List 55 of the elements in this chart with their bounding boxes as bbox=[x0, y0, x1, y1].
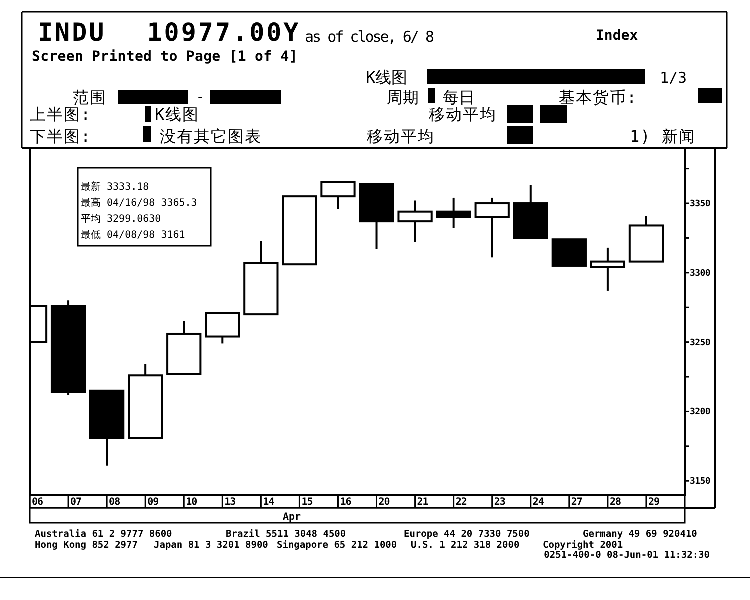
text: 周期 bbox=[387, 88, 419, 107]
text: Hong Kong 852 2977 bbox=[35, 540, 138, 551]
y-tick-label: 3200 bbox=[690, 408, 710, 418]
x-tick-label: 06 bbox=[32, 497, 44, 508]
text: Japan 81 3 3201 8900 bbox=[154, 540, 269, 551]
x-tick-label: 27 bbox=[571, 497, 583, 508]
x-tick-label: 16 bbox=[340, 497, 352, 508]
text: U.S. 1 212 318 2000 bbox=[411, 540, 520, 551]
text: - bbox=[196, 88, 206, 106]
chart-subtitle: as of close, 6/ 8 bbox=[305, 28, 434, 46]
text: 每日 bbox=[443, 88, 475, 107]
text: Singapore 65 212 1000 bbox=[277, 540, 398, 551]
text: Germany 49 69 920410 bbox=[583, 529, 698, 540]
annotation: 最高 04/16/98 3365.3 bbox=[81, 197, 198, 209]
text: 范围 bbox=[73, 88, 107, 107]
annotation: 最低 04/08/98 3161 bbox=[81, 230, 186, 241]
text: 移动平均 bbox=[429, 105, 497, 124]
y-tick-label: 3300 bbox=[690, 268, 710, 279]
x-tick-label: 29 bbox=[648, 497, 660, 508]
y-tick-label: 3350 bbox=[690, 200, 710, 210]
x-tick-label: 21 bbox=[417, 497, 429, 508]
annotation: 最新 3333.18 bbox=[81, 181, 150, 193]
x-tick-label: 20 bbox=[378, 497, 390, 508]
x-tick-label: 13 bbox=[224, 497, 236, 508]
text: Brazil 5511 3048 4500 bbox=[226, 529, 346, 540]
text: Screen Printed to Page [1 of 4] bbox=[32, 49, 298, 65]
x-tick-label: 14 bbox=[263, 497, 275, 508]
x-tick-label: 08 bbox=[109, 497, 121, 508]
x-tick-label: 10 bbox=[186, 497, 198, 508]
text: Copyright 2001 bbox=[543, 540, 624, 551]
x-tick-label: 15 bbox=[302, 497, 314, 508]
text: 下半图: bbox=[30, 127, 92, 146]
text: Europe 44 20 7330 7500 bbox=[404, 529, 530, 540]
text: 上半图: bbox=[30, 105, 92, 124]
text: 移动平均 bbox=[367, 127, 435, 146]
text: Australia 61 2 9777 8600 bbox=[35, 529, 173, 540]
x-tick-label: 22 bbox=[456, 497, 468, 508]
text: 基本货币: bbox=[559, 88, 638, 107]
text: K线图 bbox=[366, 68, 408, 87]
x-tick-label: 07 bbox=[70, 497, 82, 508]
x-tick-label: 28 bbox=[610, 497, 622, 508]
text: Index bbox=[596, 28, 639, 44]
x-tick-label: 09 bbox=[148, 497, 160, 508]
y-tick-label: 3150 bbox=[690, 477, 710, 488]
y-tick-label: 3250 bbox=[690, 338, 710, 348]
x-tick-label: 23 bbox=[494, 497, 506, 508]
text: 0251-400-0 08-Jun-01 11:32:30 bbox=[544, 550, 710, 561]
text: 没有其它图表 bbox=[160, 127, 262, 146]
x-axis-title: Apr bbox=[282, 512, 302, 523]
text: K线图 bbox=[155, 105, 200, 124]
text: 1) 新闻 bbox=[630, 127, 696, 146]
text: 1/3 bbox=[660, 69, 688, 87]
annotation: 平均 3299.0630 bbox=[81, 213, 162, 225]
chart-title: INDU 10977.00Y bbox=[38, 18, 301, 47]
x-tick-label: 24 bbox=[532, 497, 544, 508]
